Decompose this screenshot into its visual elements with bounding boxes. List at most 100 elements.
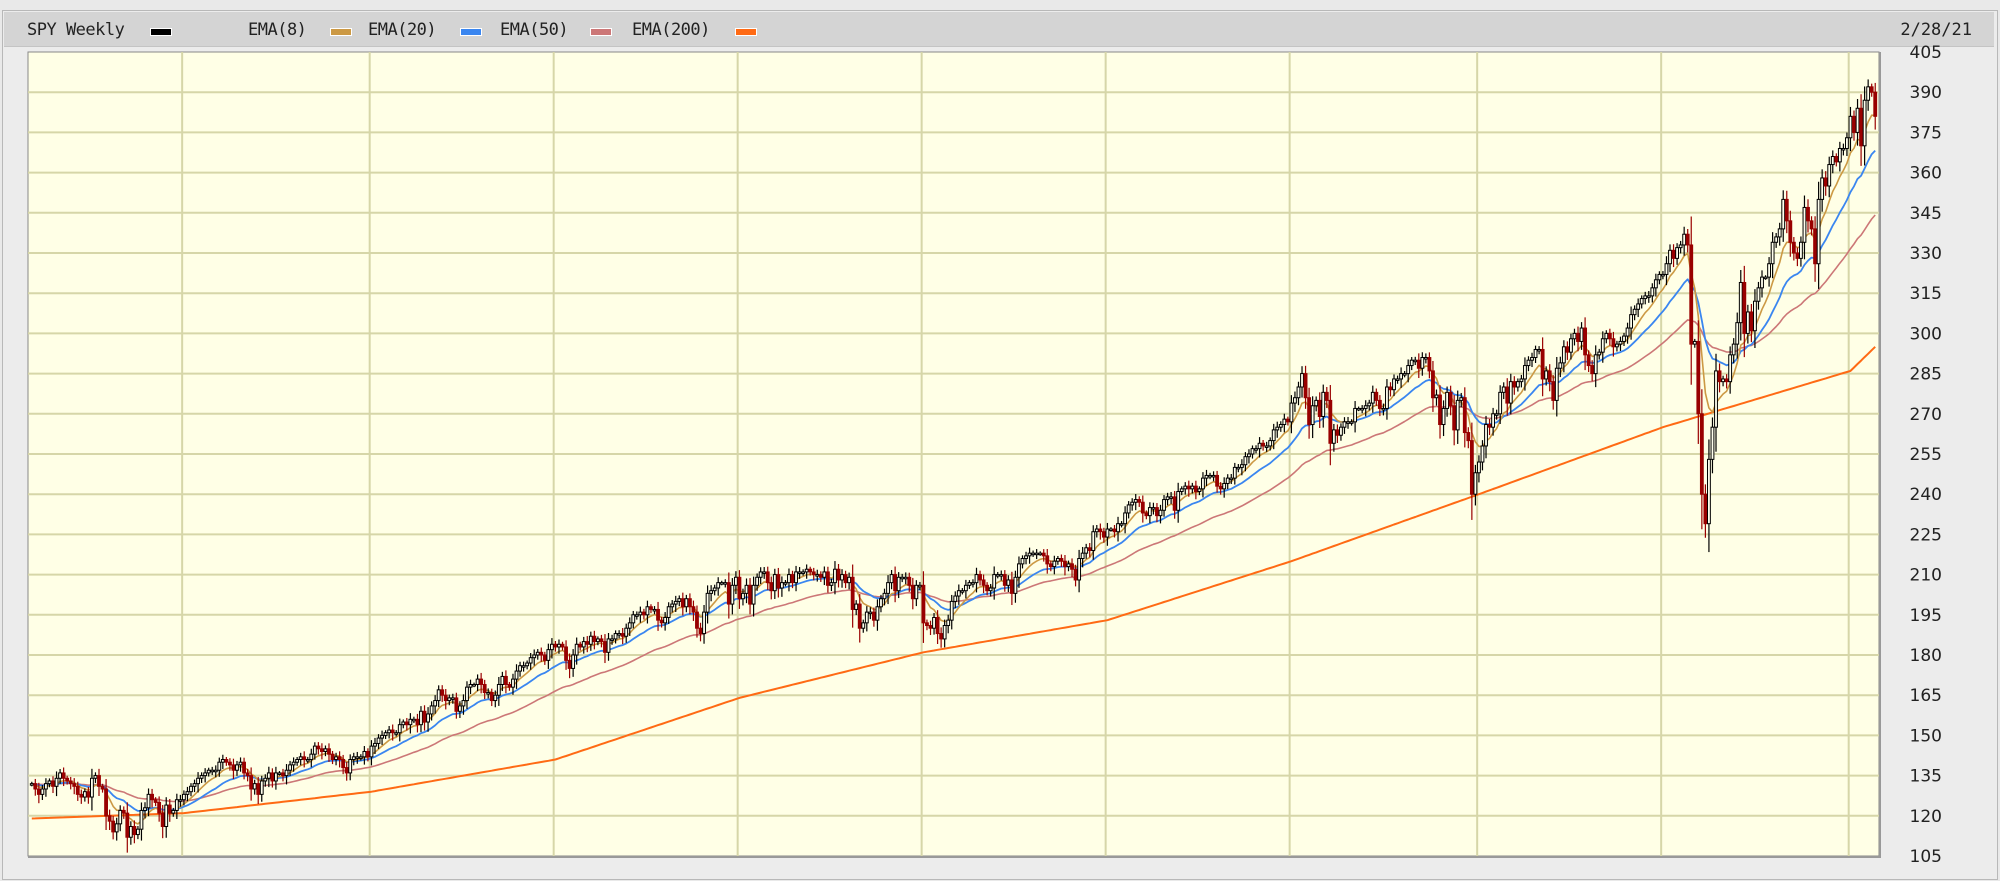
candle-body-down <box>281 772 285 777</box>
candle-body-down <box>422 710 427 723</box>
candle-body-down <box>1377 399 1382 409</box>
candle-body-up <box>1445 391 1450 409</box>
candle-body-up <box>638 611 643 616</box>
candle-body-up <box>220 759 225 763</box>
candle-body-up <box>571 654 576 669</box>
candle-body-up <box>468 683 473 688</box>
y-tick-label: 180 <box>1910 646 1942 666</box>
candle-body-up <box>521 665 526 668</box>
candle-body-up <box>252 783 257 790</box>
candle-body-up <box>960 590 965 593</box>
candle-body-down <box>921 584 926 624</box>
candle-body-up <box>1055 558 1060 562</box>
candle-body-up <box>1165 496 1170 501</box>
candle-body-up <box>1239 464 1244 468</box>
candle-body-up <box>1130 501 1135 506</box>
candle-body-up <box>408 718 413 726</box>
candle-body-up <box>1441 407 1446 426</box>
candle-body-up <box>174 799 179 811</box>
candle-body-up <box>677 598 682 602</box>
candle-body-up <box>1710 426 1715 460</box>
legend-bar: SPY Weekly EMA(8) EMA(20) EMA(50) EMA(20… <box>4 12 1994 47</box>
candle-body-up <box>1745 311 1750 334</box>
candle-body-up <box>1866 86 1871 101</box>
candle-body-down <box>100 785 105 790</box>
candle-body-down <box>1087 547 1092 551</box>
candle-body-up <box>206 769 211 774</box>
candle-body-up <box>1760 276 1764 289</box>
date-label: 2/28/21 <box>1900 20 1972 40</box>
candle-body-down <box>482 683 487 694</box>
candle-body-up <box>397 724 402 734</box>
candle-body-up <box>1731 343 1736 356</box>
candle-body-down <box>1063 560 1067 568</box>
candle-body-down <box>65 777 70 782</box>
candle-body-up <box>419 710 423 726</box>
legend-ema50-label: EMA(50) <box>500 20 569 40</box>
candle-body-up <box>238 761 243 766</box>
candle-body-up <box>1848 115 1853 139</box>
candle-body-down <box>1144 512 1149 517</box>
candle-body-up <box>868 611 873 615</box>
candle-body-up <box>1615 343 1619 348</box>
candle-body-up <box>1052 560 1057 568</box>
candle-body-down <box>1784 198 1789 222</box>
ema200-line <box>31 346 1876 820</box>
candle-body-up <box>875 606 880 621</box>
candle-body-up <box>1498 391 1503 415</box>
candle-body-up <box>1515 381 1520 388</box>
candle-body-down <box>1869 86 1874 93</box>
candle-body-down <box>1551 381 1556 401</box>
candle-body-down <box>1590 365 1595 375</box>
candle-body-up <box>1855 107 1860 133</box>
candle-body-up <box>914 584 919 600</box>
candle-body-down <box>270 772 275 782</box>
candle-body-up <box>1179 488 1184 493</box>
candle-body-up <box>999 574 1004 577</box>
candle-body-up <box>355 756 360 759</box>
y-tick-label: 375 <box>1910 123 1942 143</box>
candle-body-up <box>971 582 975 585</box>
candle-body-up <box>1519 378 1524 383</box>
candle-body-down <box>1448 391 1453 407</box>
candle-body-up <box>953 595 958 602</box>
candle-body-down <box>68 780 73 785</box>
candle-body-up <box>1243 456 1248 466</box>
candle-body-up <box>472 683 476 687</box>
candle-body-up <box>217 761 222 771</box>
candle-body-down <box>1689 244 1694 345</box>
candle-body-down <box>51 780 55 787</box>
candle-body-down <box>542 654 547 661</box>
candle-body-down <box>341 759 346 769</box>
candle-body-up <box>822 571 827 578</box>
candle-body-down <box>603 641 607 653</box>
candle-body-up <box>1201 477 1205 490</box>
candle-body-up <box>546 649 551 661</box>
candle-body-down <box>1186 485 1191 490</box>
candle-body-up <box>351 756 356 761</box>
candle-body-down <box>1512 381 1517 388</box>
candle-body-down <box>1303 373 1308 399</box>
candle-body-up <box>1569 338 1573 353</box>
candle-body-up <box>1158 509 1163 517</box>
candle-body-up <box>82 791 87 798</box>
candle-body-down <box>1469 440 1474 495</box>
candle-body-up <box>666 606 671 618</box>
candle-body-up <box>118 809 123 825</box>
candle-body-up <box>323 748 328 752</box>
candle-body-down <box>249 775 254 790</box>
candle-body-down <box>1335 429 1340 436</box>
candle-body-up <box>295 759 300 763</box>
candle-body-down <box>592 635 597 643</box>
candle-body-down <box>1717 370 1722 383</box>
candle-body-down <box>1009 579 1014 594</box>
candle-body-up <box>192 783 197 787</box>
candle-body-up <box>627 622 632 629</box>
candle-body-down <box>1374 391 1379 401</box>
candle-body-down <box>843 574 848 584</box>
candle-body-down <box>1215 474 1220 487</box>
candle-body-up <box>376 737 381 744</box>
candle-body-up <box>1197 488 1202 493</box>
candle-body-up <box>903 576 908 580</box>
